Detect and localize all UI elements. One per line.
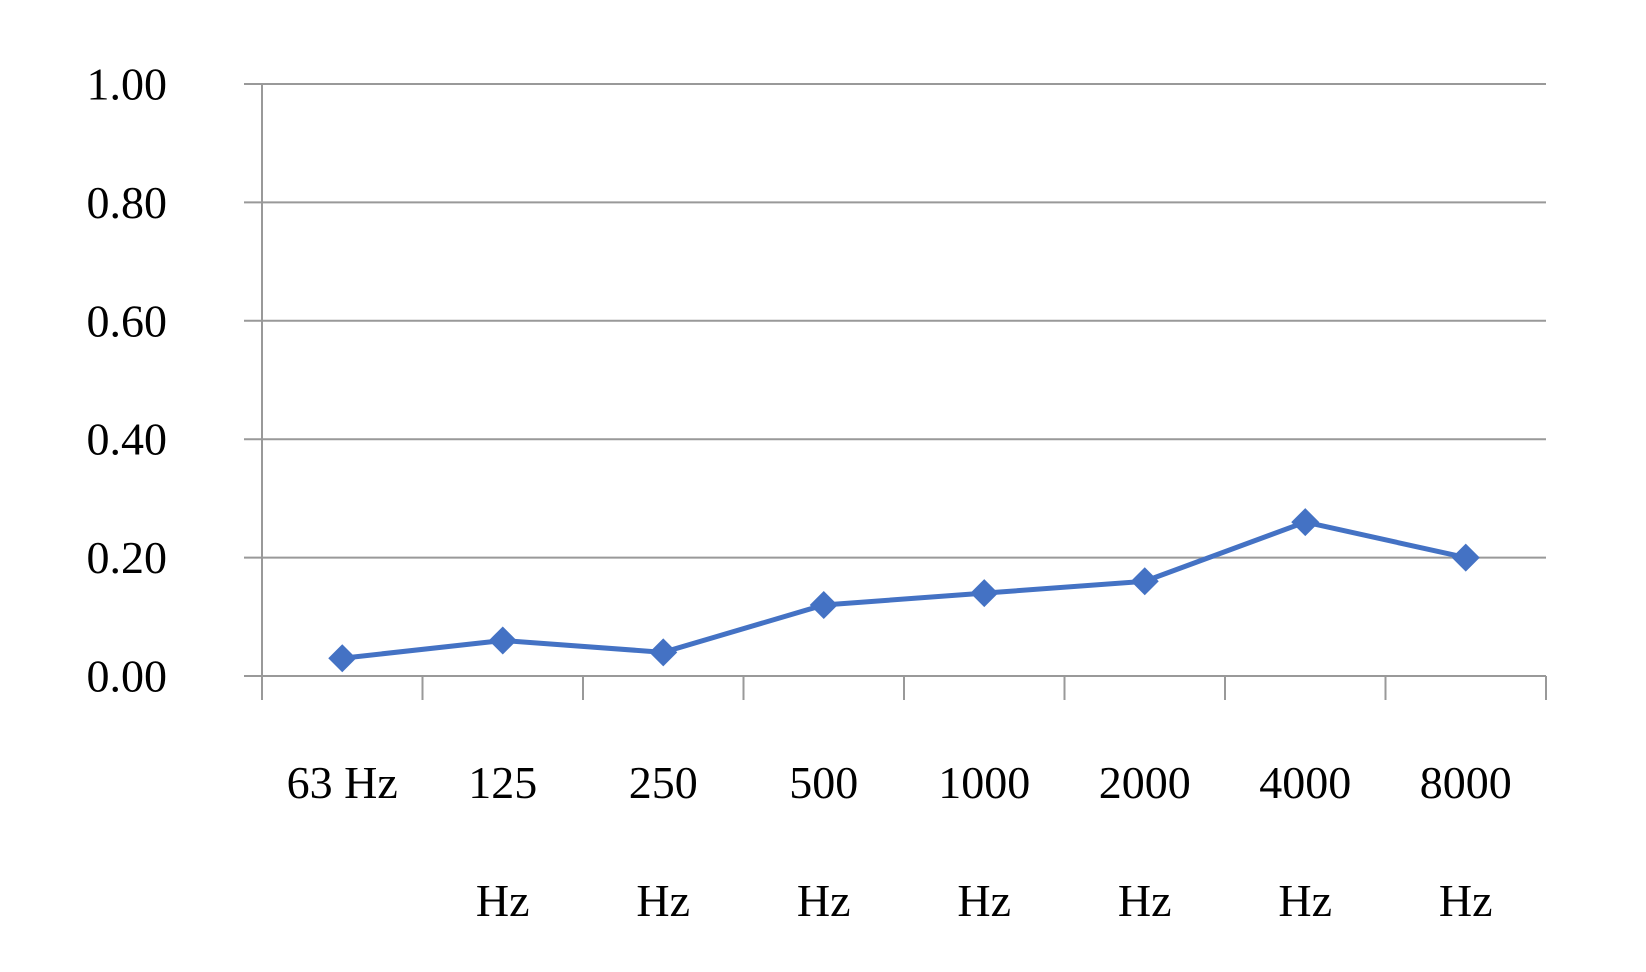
x-tick-label-line: 8000: [1420, 757, 1512, 808]
x-tick-label: 8000 Hz: [1420, 757, 1512, 926]
x-tick-label-line: Hz: [636, 875, 690, 926]
data-point-marker: [1451, 543, 1480, 572]
x-tick-label: 125 Hz: [468, 757, 537, 926]
y-tick-label: 0.40: [87, 414, 168, 465]
data-point-marker: [649, 638, 678, 667]
x-tick-label-line: 125: [468, 757, 537, 808]
x-tick-label: 63 Hz: [287, 757, 398, 808]
y-tick-label: 0.20: [87, 532, 168, 583]
data-point-marker: [809, 590, 838, 619]
x-tick-label-line: Hz: [1439, 875, 1493, 926]
x-tick-label: 250 Hz: [629, 757, 698, 926]
x-tick-label: 2000 Hz: [1099, 757, 1191, 926]
x-tick-label-line: Hz: [476, 875, 530, 926]
x-tick-label: 1000 Hz: [938, 757, 1030, 926]
x-tick-label-line: 63 Hz: [287, 757, 398, 808]
x-tick-label-line: 2000: [1099, 757, 1191, 808]
series-line: [341, 519, 1467, 661]
data-point-marker: [1291, 508, 1320, 537]
y-tick-label: 0.00: [87, 651, 168, 702]
y-tick-label: 0.80: [87, 177, 168, 228]
x-tick-label-line: 500: [789, 757, 858, 808]
x-tick-label-line: 250: [629, 757, 698, 808]
y-tick-label: 1.00: [87, 59, 168, 110]
x-tick-label-line: Hz: [957, 875, 1011, 926]
x-tick-label: 500 Hz: [789, 757, 858, 926]
data-point-marker: [328, 644, 357, 673]
axes: [261, 84, 1547, 700]
x-tick-label-line: Hz: [1118, 875, 1172, 926]
y-tick-label: 0.60: [87, 295, 168, 346]
y-axis-tick-labels: 0.00 0.20 0.40 0.60 0.80 1.00: [87, 59, 168, 702]
data-point-marker: [970, 579, 999, 608]
x-tick-label: 4000 Hz: [1259, 757, 1351, 926]
x-tick-label-line: Hz: [1278, 875, 1332, 926]
series: [328, 508, 1480, 673]
x-tick-label-line: 4000: [1259, 757, 1351, 808]
x-tick-label-line: Hz: [797, 875, 851, 926]
x-tick-label-line: 1000: [938, 757, 1030, 808]
data-point-marker: [1130, 567, 1159, 596]
data-point-marker: [488, 626, 517, 655]
gridlines: [244, 83, 1546, 677]
